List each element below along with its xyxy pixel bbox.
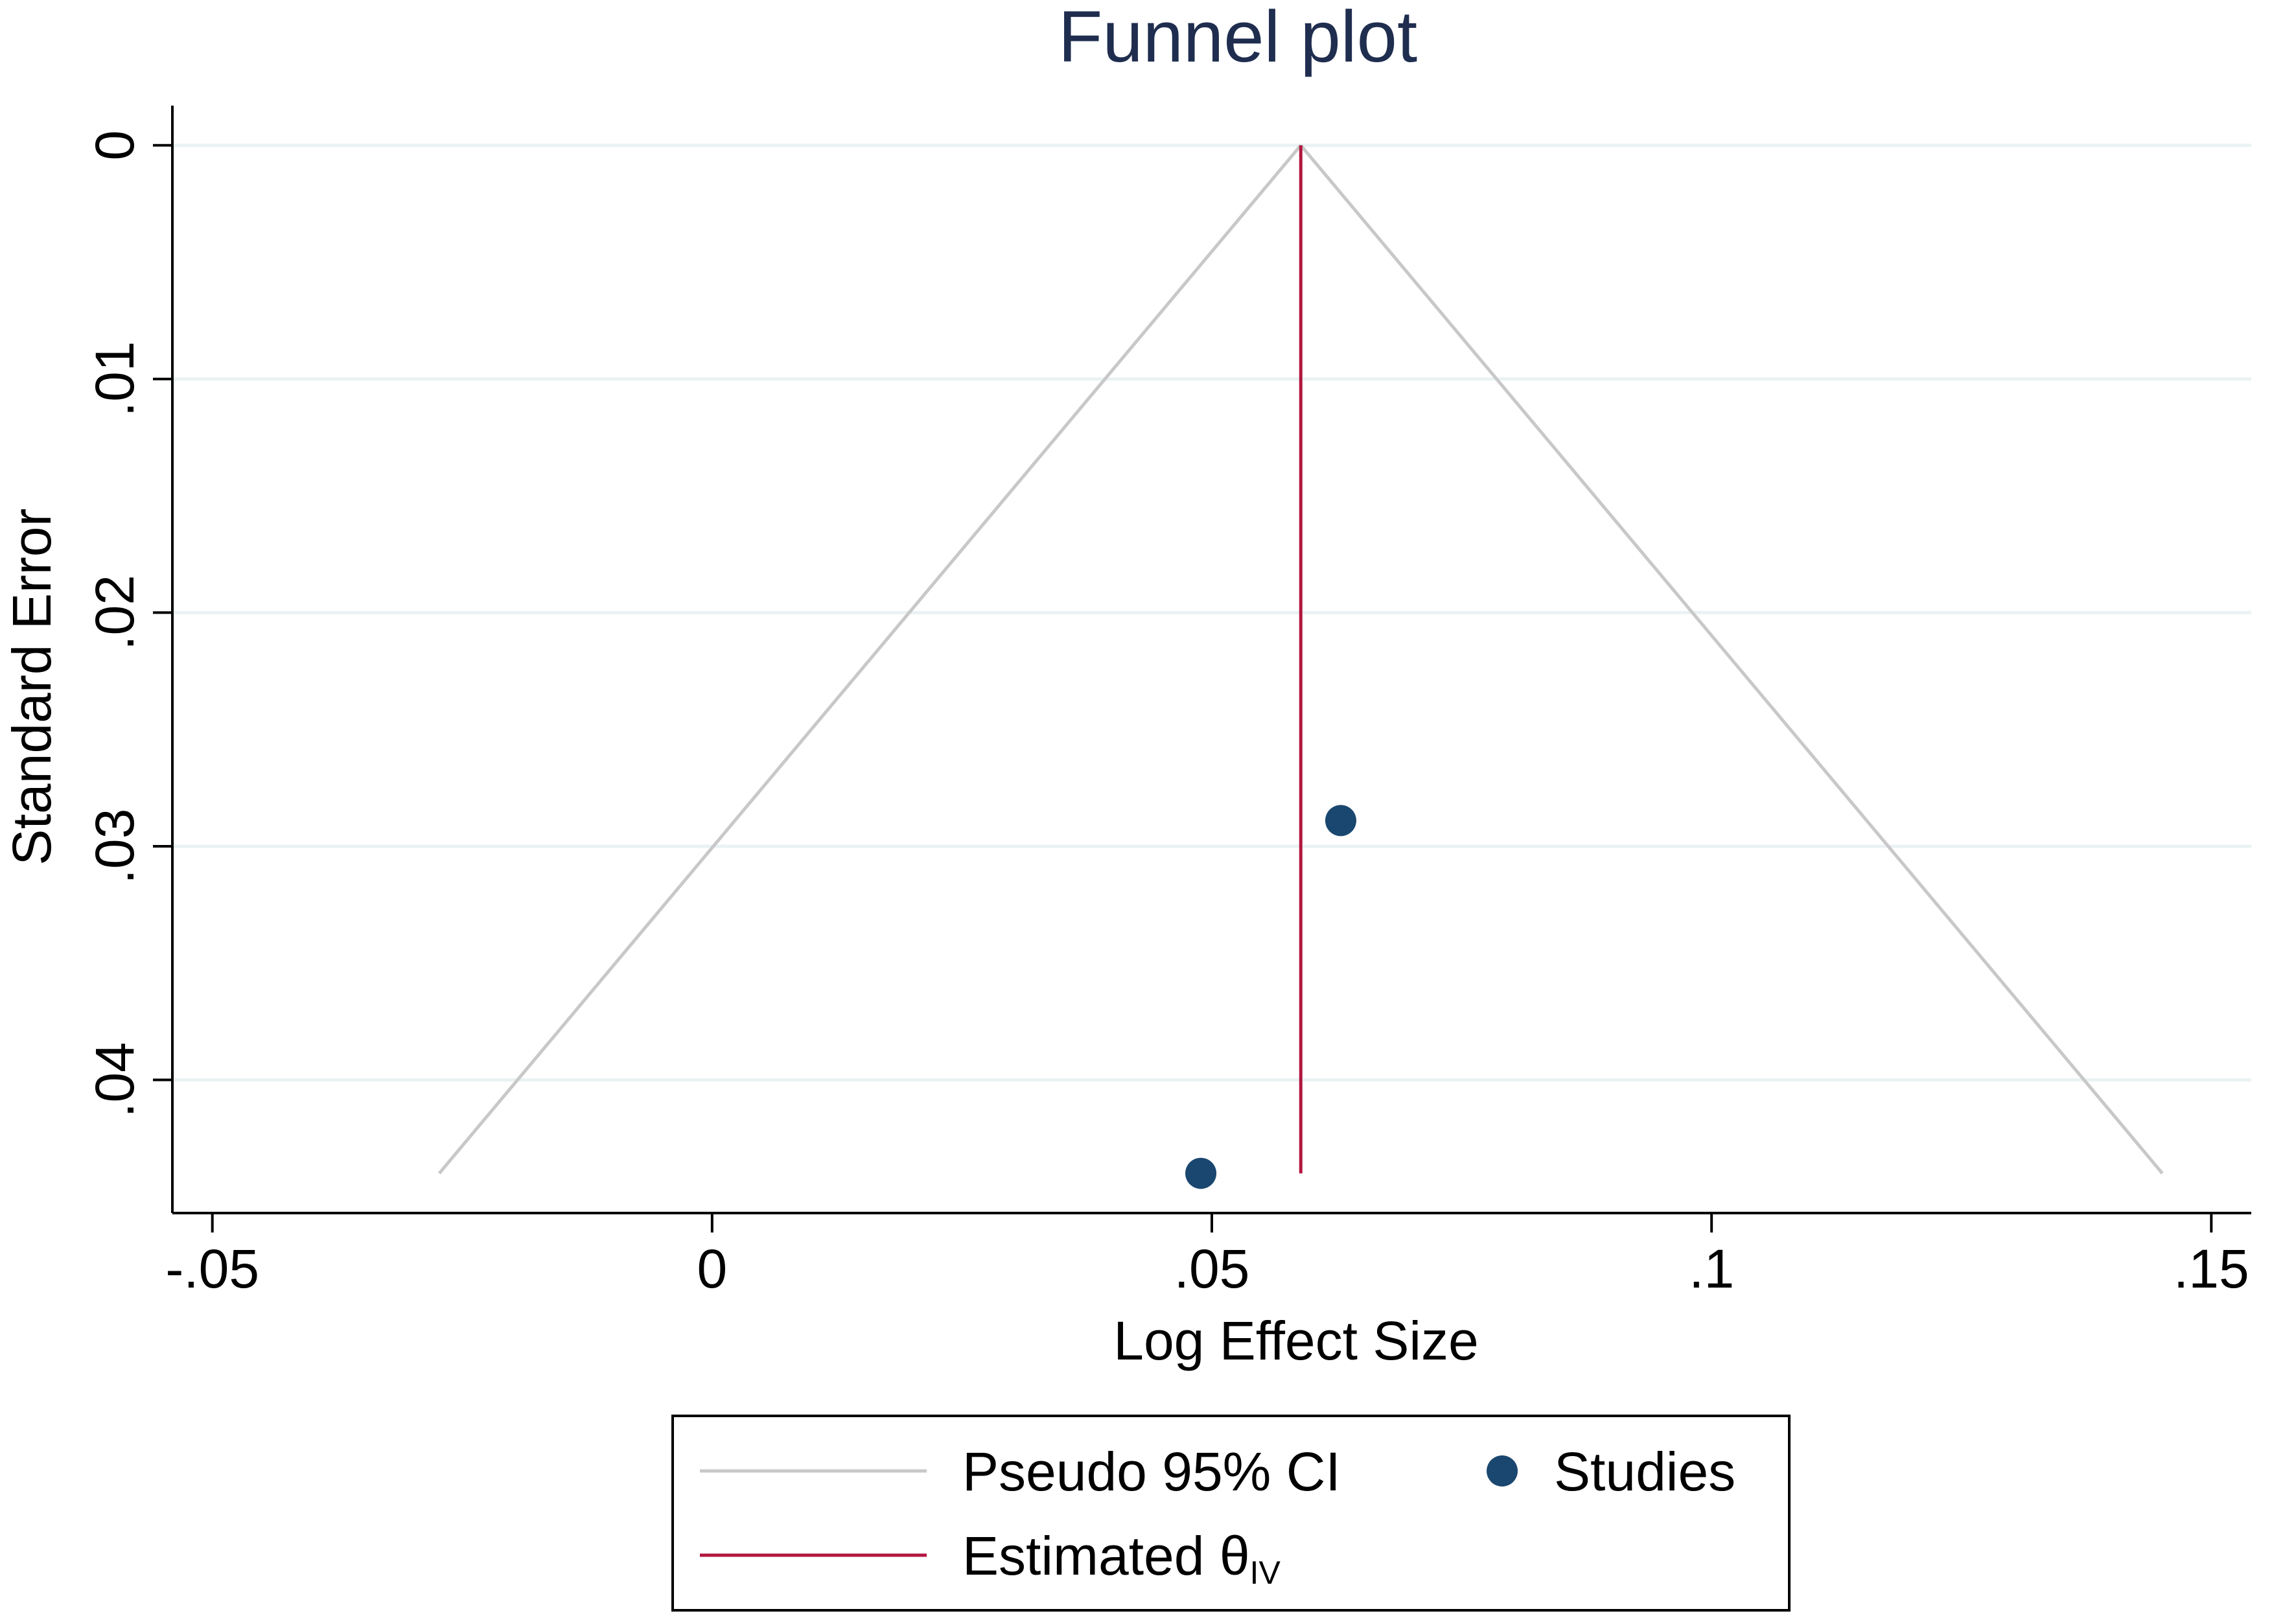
y-axis-ticks: 0 .01 .02 .03 .04 xyxy=(84,130,172,1118)
legend-box xyxy=(671,1415,1791,1612)
legend-studies-label: Studies xyxy=(1554,1441,1735,1502)
study-point-1 xyxy=(1185,1157,1217,1189)
legend-estimate-label: Estimated θIV xyxy=(962,1525,1281,1591)
x-tick-label-1: 0 xyxy=(697,1238,727,1299)
study-points xyxy=(1185,805,1356,1189)
y-axis-label: Standard Error xyxy=(1,509,62,866)
x-tick-label-2: .05 xyxy=(1174,1238,1250,1299)
legend: Pseudo 95% CI Studies Estimated θIV xyxy=(671,1415,1791,1612)
axes xyxy=(171,106,2251,1214)
x-tick-label-0: -.05 xyxy=(165,1238,259,1299)
chart-title: Funnel plot xyxy=(1058,0,1417,77)
legend-ci-label: Pseudo 95% CI xyxy=(962,1441,1341,1502)
y-tick-label-1: .01 xyxy=(84,341,145,417)
y-tick-label-2: .02 xyxy=(84,575,145,651)
x-axis-ticks: -.05 0 .05 .1 .15 xyxy=(165,1213,2249,1299)
x-tick-label-4: .15 xyxy=(2174,1238,2249,1299)
gridlines xyxy=(172,143,2251,1082)
ci-line-left xyxy=(437,144,1303,1175)
pseudo-ci-lines xyxy=(437,144,2164,1175)
study-point-0 xyxy=(1325,805,1356,837)
y-tick-label-0: 0 xyxy=(84,130,145,161)
legend-studies-marker xyxy=(1487,1455,1518,1487)
x-axis-label: Log Effect Size xyxy=(1113,1310,1478,1371)
y-tick-label-3: .03 xyxy=(84,809,145,885)
legend-estimate-text: Estimated θ xyxy=(962,1525,1250,1586)
ci-line-right xyxy=(1299,144,2164,1175)
legend-estimate-subscript: IV xyxy=(1250,1555,1281,1591)
y-tick-label-4: .04 xyxy=(84,1042,145,1118)
x-tick-label-3: .1 xyxy=(1689,1238,1734,1299)
